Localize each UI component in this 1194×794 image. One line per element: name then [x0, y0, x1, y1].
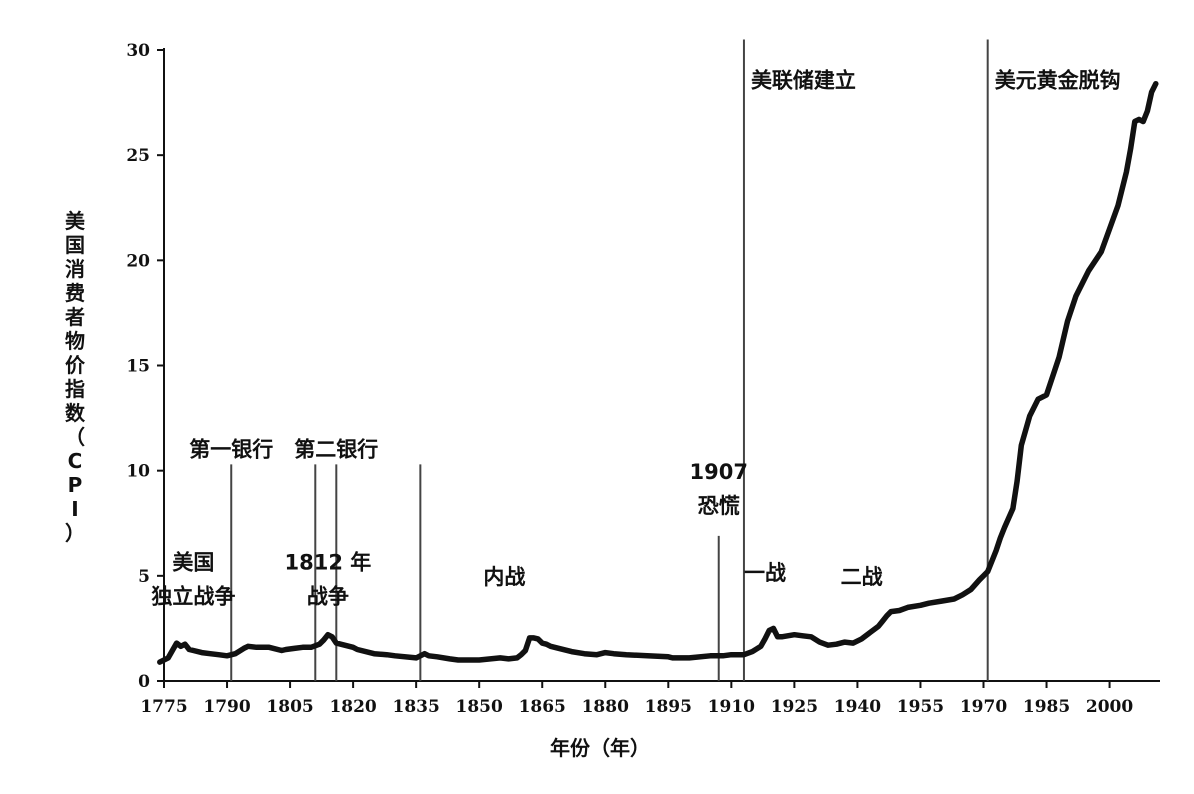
y-axis-title-char: I: [71, 497, 78, 521]
annotation-text: 内战: [483, 565, 525, 589]
y-tick-label: 5: [138, 567, 150, 587]
x-tick-label: 1895: [645, 697, 692, 717]
x-tick-label: 1985: [1023, 697, 1070, 717]
annotation-text: 独立战争: [151, 585, 235, 609]
y-axis-title-char: 者: [64, 305, 85, 329]
y-axis-title-char: 数: [65, 401, 86, 425]
y-tick-label: 30: [126, 41, 150, 61]
x-tick-label: 1790: [203, 697, 250, 717]
y-tick-label: 0: [138, 672, 150, 692]
x-axis: 1775 1790 1805 1820 1835 1850 1865 1880 1895 1910…: [140, 680, 1160, 717]
series-group: [157, 80, 1159, 665]
y-axis: 0 5 10 15 20 25 30: [126, 41, 165, 692]
annotation-text: 一战: [744, 561, 786, 585]
y-tick-label: 25: [126, 146, 150, 166]
annotation-text: 美国: [172, 551, 214, 575]
x-tick-label: 1820: [329, 697, 376, 717]
event-label: 美元黄金脱钩: [995, 68, 1121, 92]
x-tick-label: 1865: [519, 697, 566, 717]
y-tick-label: 20: [126, 251, 150, 271]
y-axis-title-char: 价: [65, 353, 86, 377]
x-tick-label: 1805: [266, 697, 313, 717]
y-axis-title-char: 物: [65, 329, 85, 353]
x-tick-label: 1955: [897, 697, 944, 717]
x-tick-label: 1940: [834, 697, 881, 717]
annotation-text: 1907: [690, 460, 748, 484]
event-label: 美联储建立: [751, 68, 856, 92]
y-axis-title-char: 费: [65, 281, 85, 305]
annotation-text: 二战: [841, 565, 883, 589]
y-tick-label: 15: [126, 357, 150, 377]
x-tick-label: 1835: [392, 697, 439, 717]
annotation-text: 战争: [307, 585, 349, 609]
y-axis-title-char: C: [68, 449, 83, 473]
y-tick-label: 10: [126, 462, 150, 482]
x-tick-label: 1910: [708, 697, 755, 717]
y-axis-title-char: （: [65, 425, 85, 449]
annotation-text: 1812 年: [285, 551, 372, 575]
cpi-series-line: [157, 80, 1159, 665]
x-tick-label: 1880: [582, 697, 629, 717]
x-tick-label: 1775: [140, 697, 187, 717]
y-axis-title-char: ）: [65, 521, 85, 545]
x-tick-label: 1925: [771, 697, 818, 717]
y-axis-title-char: 消: [65, 257, 85, 281]
x-tick-label: 1850: [456, 697, 503, 717]
x-tick-label: 1970: [960, 697, 1007, 717]
y-axis-title-char: P: [68, 473, 83, 497]
annotation-text: 恐慌: [698, 494, 740, 518]
event-label: 第二银行: [294, 437, 378, 461]
y-axis-title-char: 美: [65, 209, 86, 233]
y-axis-title-char: 指: [65, 377, 85, 401]
event-label: 第一银行: [189, 437, 273, 461]
x-tick-label: 2000: [1086, 697, 1133, 717]
y-axis-title-char: 国: [65, 233, 85, 257]
x-axis-title: 年份（年）: [550, 736, 650, 760]
